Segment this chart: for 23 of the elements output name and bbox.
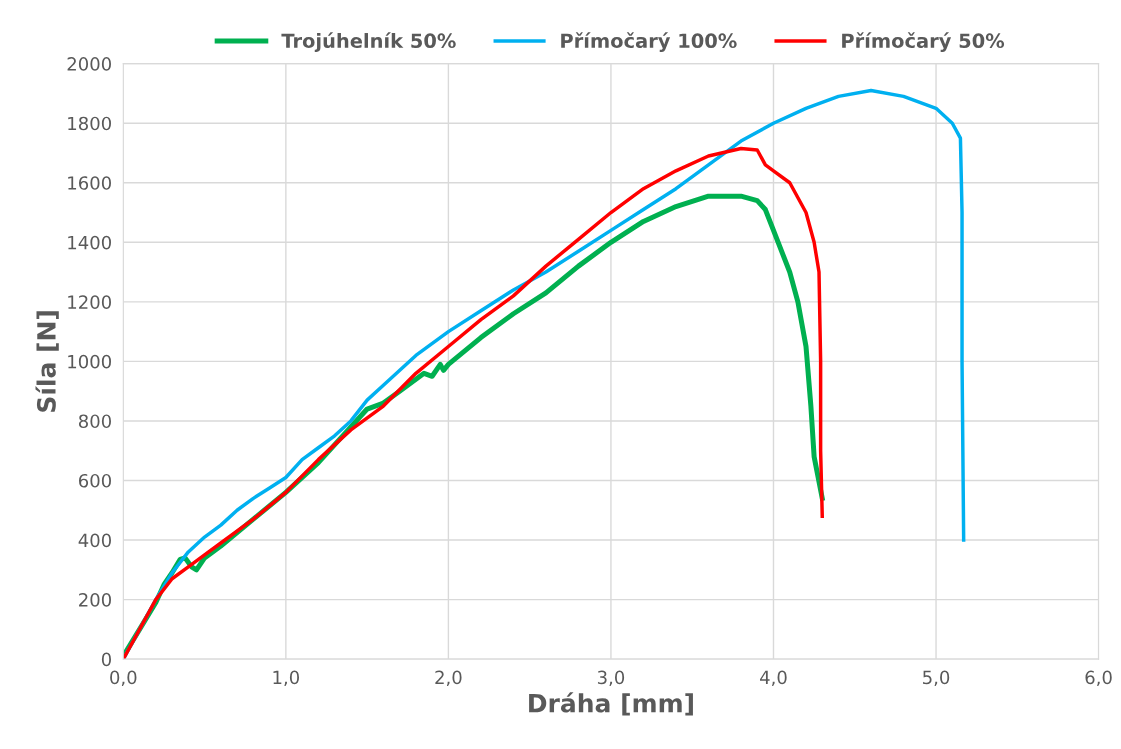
y-axis-title: Síla [N] bbox=[35, 311, 59, 412]
y-tick-label: 200 bbox=[79, 593, 111, 607]
y-tick-label: 1800 bbox=[68, 116, 111, 131]
x-tick-label: 6,0 bbox=[1085, 670, 1112, 687]
y-tick-label: 1200 bbox=[68, 295, 111, 309]
legend-label: Trojúhelník 50% bbox=[281, 32, 456, 52]
x-axis-title: Dráha [mm] bbox=[529, 692, 693, 716]
x-tick-label: 4,0 bbox=[760, 670, 787, 687]
y-tick-label: 1400 bbox=[68, 235, 111, 250]
y-tick-label: 0 bbox=[101, 652, 111, 667]
y-tick-label: 2000 bbox=[67, 57, 111, 71]
legend-label: Přímočarý 100% bbox=[561, 32, 737, 52]
x-tick-label: 1,0 bbox=[273, 670, 300, 687]
y-tick-label: 800 bbox=[78, 414, 111, 429]
y-tick-label: 1600 bbox=[68, 176, 111, 190]
x-tick-label: 5,0 bbox=[923, 670, 950, 687]
x-tick-label: 2,0 bbox=[435, 670, 462, 687]
legend-label: Přímočarý 50% bbox=[842, 32, 1005, 52]
y-tick-label: 400 bbox=[78, 533, 111, 548]
x-tick-label: 3,0 bbox=[597, 670, 625, 687]
y-tick-label: 600 bbox=[79, 473, 111, 488]
x-tick-label: 0,0 bbox=[110, 670, 137, 687]
y-tick-label: 1000 bbox=[68, 354, 111, 369]
